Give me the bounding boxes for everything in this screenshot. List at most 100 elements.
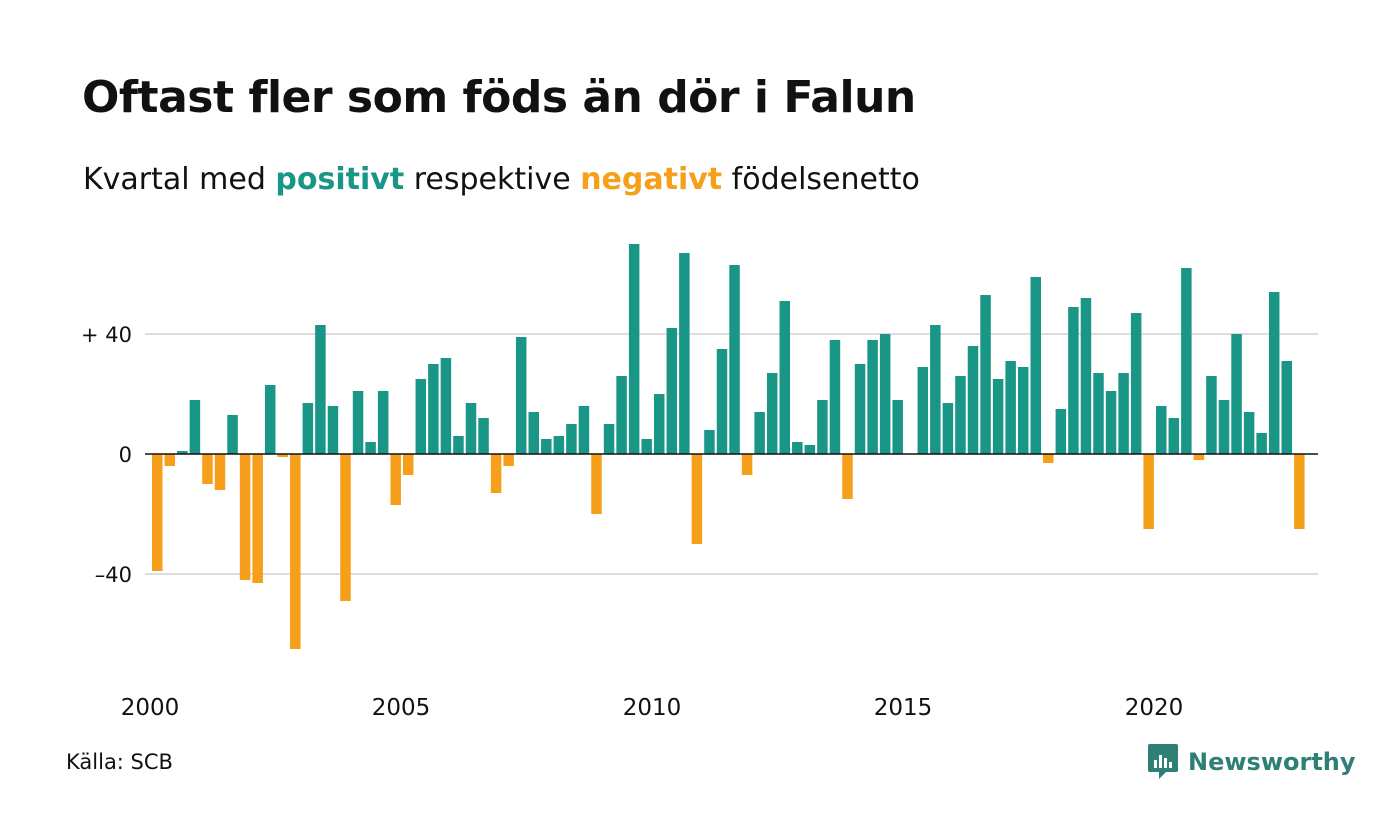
bar-positive — [729, 265, 740, 454]
bar-positive — [541, 439, 552, 454]
bar-positive — [365, 442, 376, 454]
x-tick-label: 2015 — [874, 695, 933, 721]
bar-negative — [1294, 454, 1305, 529]
bar-negative — [1043, 454, 1054, 463]
y-tick-label: 0 — [119, 443, 132, 467]
bar-positive — [1017, 367, 1029, 454]
bar-positive — [917, 367, 929, 454]
subtitle-positive: positivt — [275, 162, 405, 197]
brand-logo: Newsworthy — [1148, 744, 1356, 780]
source-note: Källa: SCB — [66, 750, 173, 774]
bar-positive — [967, 346, 979, 454]
bar-positive — [1243, 412, 1255, 454]
subtitle-negative: negativt — [580, 162, 723, 197]
bar-positive — [641, 439, 652, 454]
bar-positive — [654, 394, 665, 454]
bar-negative — [340, 454, 351, 601]
bar-positive — [892, 400, 903, 454]
bar-negative — [390, 454, 401, 505]
bar-positive — [1156, 406, 1167, 454]
bar-positive — [1218, 400, 1230, 454]
bar-positive — [515, 337, 527, 454]
bar-positive — [315, 325, 326, 454]
bar-positive — [528, 412, 539, 454]
bar-negative — [591, 454, 602, 514]
bar-positive — [804, 445, 816, 454]
bar-negative — [691, 454, 703, 544]
bar-positive — [1231, 334, 1242, 454]
y-tick-label: –40 — [95, 563, 132, 587]
y-axis-tick-labels: –40 0 + 40 — [81, 323, 132, 587]
bar-positive — [628, 244, 640, 454]
bar-positive — [1256, 433, 1267, 454]
newsworthy-logo-icon — [1148, 744, 1178, 779]
bar-positive — [704, 430, 715, 454]
bar-positive — [679, 253, 690, 454]
bar-positive — [942, 403, 954, 454]
x-tick-label: 2020 — [1125, 695, 1184, 721]
bar-positive — [1068, 307, 1079, 454]
bar-negative — [1143, 454, 1154, 529]
bar-positive — [1206, 376, 1217, 454]
bar-positive — [578, 406, 590, 454]
bar-positive — [1030, 277, 1041, 454]
bar-positive — [955, 376, 966, 454]
bar-positive — [1168, 418, 1180, 454]
subtitle-prefix: Kvartal med — [83, 162, 276, 197]
bar-positive — [666, 328, 678, 454]
bar-positive — [879, 334, 891, 454]
bar-positive — [817, 400, 828, 454]
bar-negative — [277, 454, 288, 457]
x-tick-label: 2010 — [623, 695, 682, 721]
bars — [152, 244, 1305, 649]
bar-positive — [1105, 391, 1117, 454]
bar-positive — [779, 301, 790, 454]
bar-positive — [189, 400, 201, 454]
bar-negative — [490, 454, 502, 493]
bar-positive — [415, 379, 427, 454]
bar-positive — [1093, 373, 1104, 454]
subtitle-middle: respektive — [404, 162, 581, 197]
bar-positive — [792, 442, 803, 454]
bar-positive — [440, 358, 452, 454]
bar-positive — [716, 349, 728, 454]
bar-negative — [842, 454, 853, 499]
bar-positive — [754, 412, 765, 454]
bar-positive — [264, 385, 276, 454]
y-tick-label: + 40 — [81, 323, 132, 347]
bar-positive — [352, 391, 364, 454]
bar-positive — [478, 418, 489, 454]
x-tick-label: 2000 — [121, 695, 180, 721]
bar-positive — [177, 451, 188, 454]
bar-positive — [566, 424, 577, 454]
subtitle-suffix: födelsenetto — [722, 162, 920, 197]
bar-positive — [302, 403, 314, 454]
bar-positive — [553, 436, 565, 454]
bar-positive — [829, 340, 841, 454]
bar-positive — [465, 403, 477, 454]
bar-positive — [616, 376, 627, 454]
bar-negative — [252, 454, 263, 583]
bar-positive — [327, 406, 339, 454]
x-tick-label: 2005 — [372, 695, 431, 721]
bar-positive — [854, 364, 866, 454]
bar-negative — [403, 454, 414, 475]
bar-positive — [992, 379, 1004, 454]
bar-positive — [1080, 298, 1092, 454]
x-axis-tick-labels: 2000 2005 2010 2015 2020 — [121, 695, 1184, 721]
bar-negative — [1193, 454, 1205, 460]
bar-positive — [453, 436, 464, 454]
bar-positive — [428, 364, 439, 454]
bar-positive — [1281, 361, 1292, 454]
bar-negative — [214, 454, 226, 490]
bar-negative — [239, 454, 251, 580]
bar-positive — [603, 424, 615, 454]
bar-positive — [1181, 268, 1192, 454]
bar-positive — [766, 373, 778, 454]
bar-positive — [227, 415, 238, 454]
bar-positive — [867, 340, 878, 454]
chart-title: Oftast fler som föds än dör i Falun — [82, 72, 916, 123]
bar-positive — [377, 391, 389, 454]
bar-positive — [1118, 373, 1129, 454]
